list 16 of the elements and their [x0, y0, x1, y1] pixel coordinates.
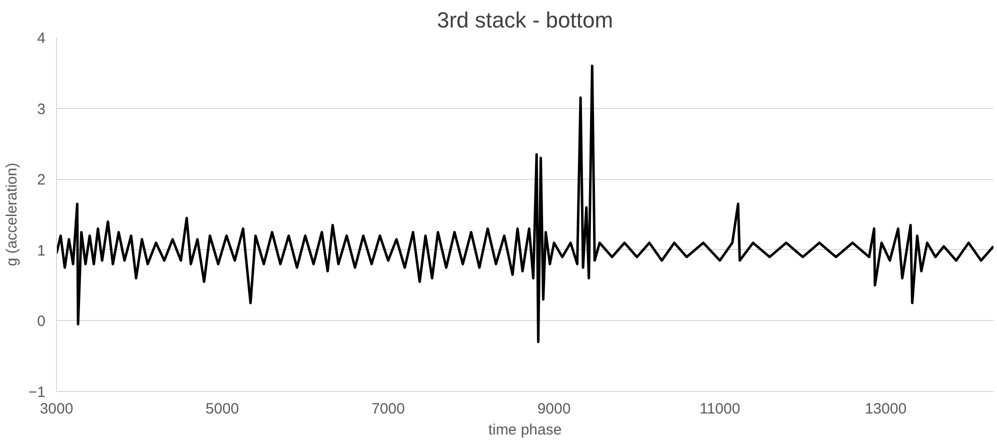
x-tick-label: 3000 [40, 400, 74, 418]
x-tick-label: 9000 [537, 400, 571, 418]
y-tick-label: −1 [28, 384, 46, 401]
line-series [56, 64, 994, 344]
y-tick-label: 3 [37, 100, 46, 118]
x-tick-label: 5000 [206, 400, 240, 418]
x-tick-label: 7000 [371, 400, 405, 418]
y-tick-label: 1 [37, 242, 46, 260]
y-tick-label: 0 [37, 313, 46, 330]
y-axis-title: g (acceleration) [3, 162, 20, 266]
chart-title: 3rd stack - bottom [436, 8, 614, 32]
x-tick-label: 13000 [864, 400, 907, 418]
y-tick-label: 2 [37, 172, 46, 189]
x-axis-title: time phase [488, 422, 562, 438]
y-tick-label: 4 [37, 30, 46, 47]
x-tick-label: 11000 [700, 400, 740, 418]
